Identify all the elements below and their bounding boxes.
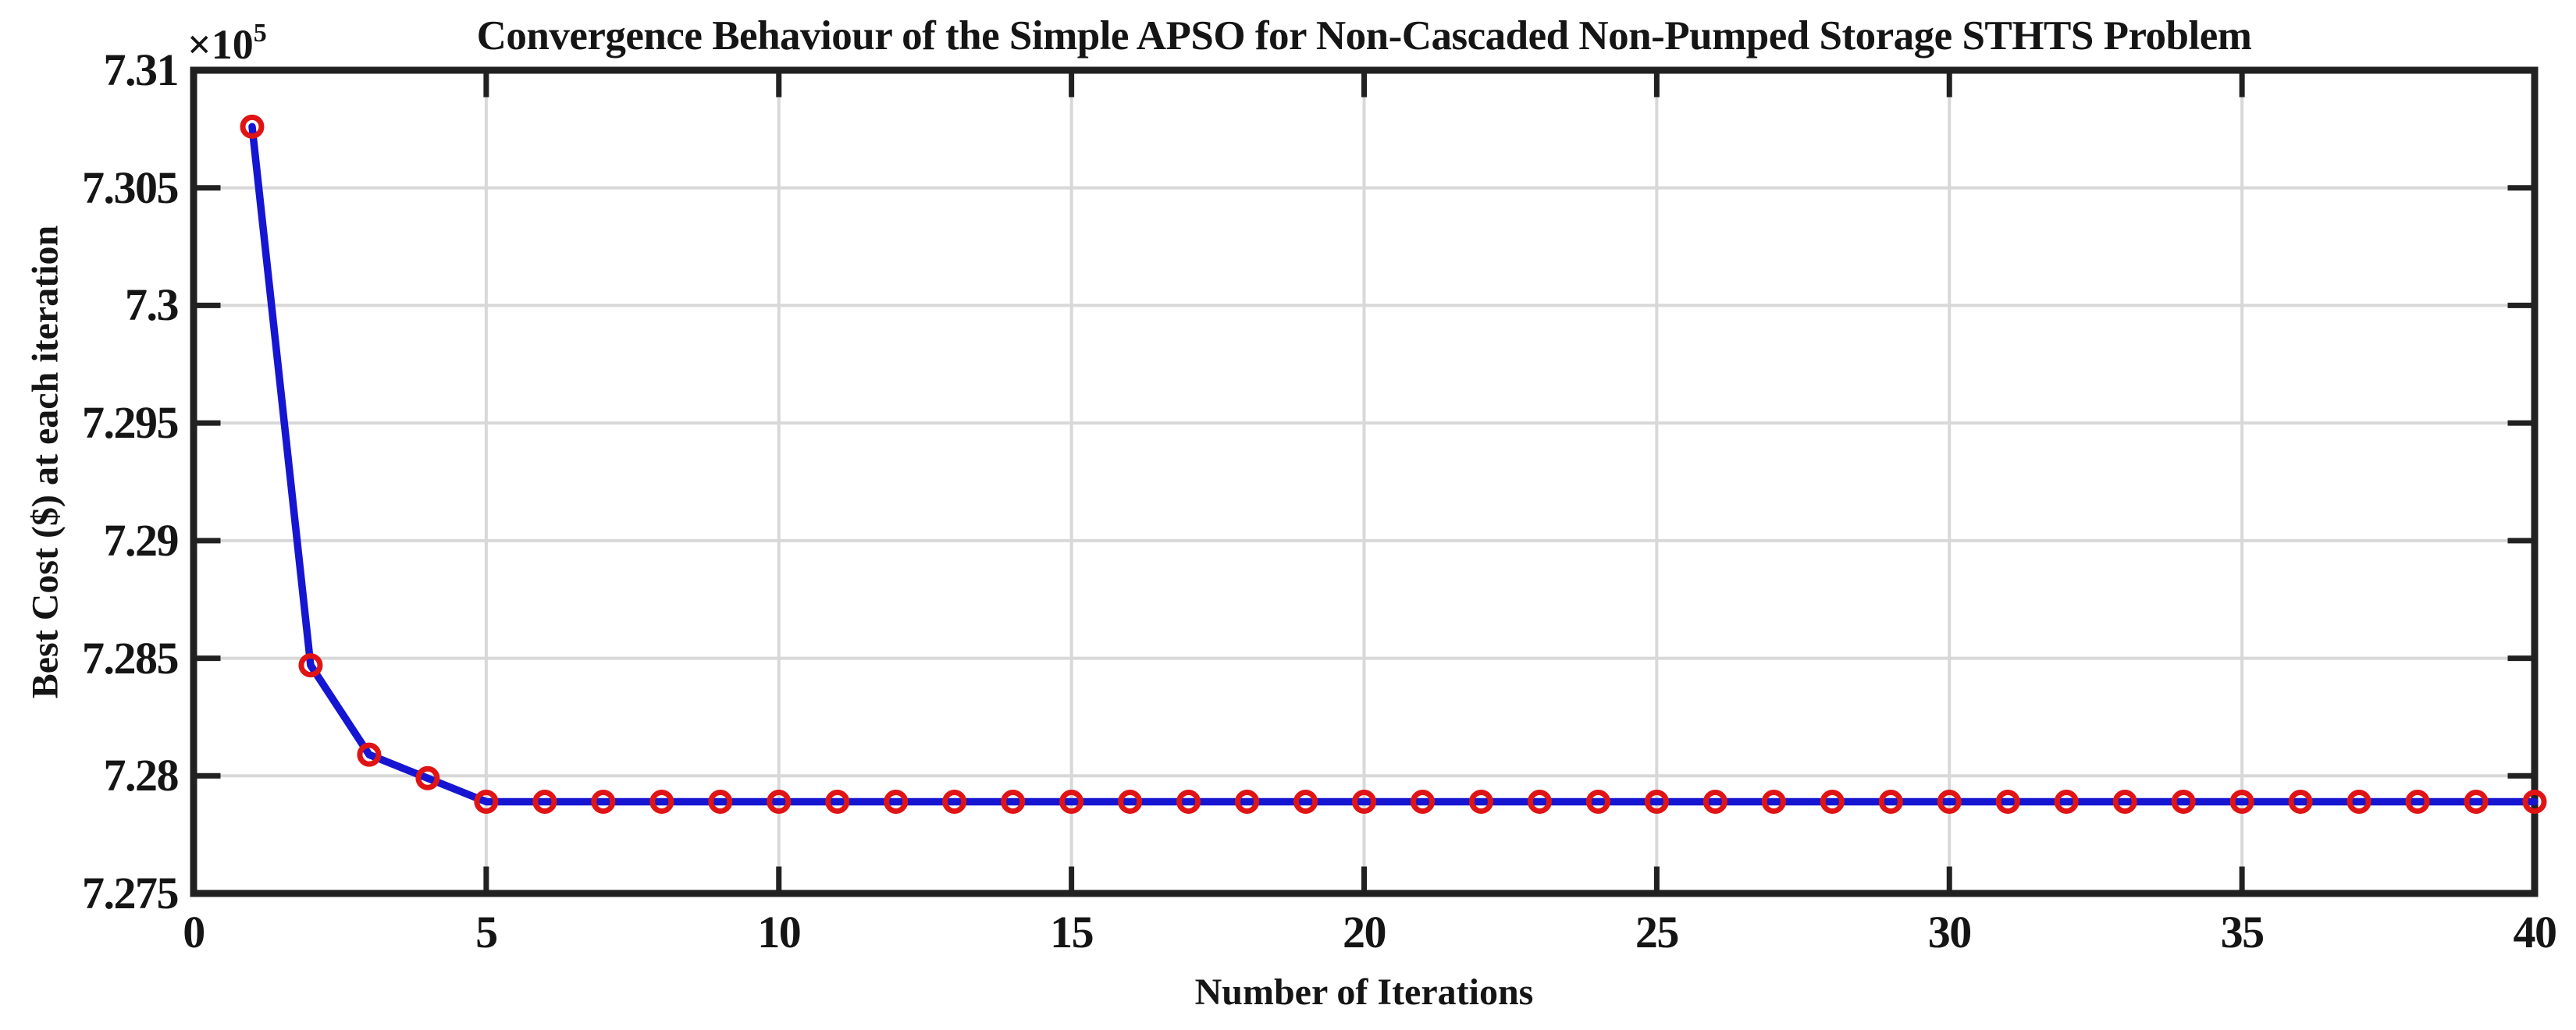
y-axis-offset-label: ×105 (187, 19, 267, 69)
data-point-marker (2171, 789, 2196, 814)
data-point-marker (708, 789, 733, 814)
data-point-marker (2054, 789, 2079, 814)
y-tick-label: 7.29 (103, 514, 180, 566)
data-point-marker (1118, 789, 1143, 814)
data-point-marker (1878, 789, 1903, 814)
x-tick-label: 35 (2220, 907, 2265, 957)
data-point-marker (532, 789, 557, 814)
data-point-marker (1176, 789, 1201, 814)
x-tick-label: 20 (1343, 907, 1387, 957)
data-point-marker (1293, 789, 1318, 814)
chart-title: Convergence Behaviour of the Simple APSO… (476, 13, 2252, 59)
x-tick-label: 25 (1635, 907, 1680, 957)
data-point-marker (2405, 789, 2430, 814)
data-point-marker (1644, 789, 1669, 814)
x-tick-label: 40 (2513, 907, 2558, 957)
data-point-marker (1585, 789, 1610, 814)
offset-base-text: ×10 (187, 21, 254, 68)
data-point-marker (415, 765, 440, 790)
offset-exponent-text: 5 (253, 19, 267, 48)
data-point-marker (1059, 789, 1084, 814)
x-axis-label: Number of Iterations (1194, 971, 1534, 1013)
data-point-marker (1001, 789, 1026, 814)
data-point-marker (357, 742, 382, 767)
data-point-marker (591, 789, 616, 814)
y-tick-label: 7.31 (103, 44, 180, 95)
data-point-marker (298, 653, 323, 678)
y-tick-label: 7.275 (82, 868, 180, 918)
data-point-marker (884, 789, 909, 814)
data-point-marker (1820, 789, 1845, 814)
data-point-marker (942, 789, 967, 814)
data-point-marker (825, 789, 850, 814)
axes-frame (190, 66, 2539, 897)
x-tick-label: 30 (1927, 907, 1973, 957)
data-point-marker (2464, 789, 2489, 814)
x-tick-label: 15 (1050, 907, 1094, 957)
data-point-marker (474, 789, 499, 814)
series-line (248, 123, 2539, 806)
x-tick-label: 10 (757, 907, 802, 957)
data-point-marker (240, 114, 265, 139)
data-point-marker (2288, 789, 2313, 814)
x-tick-label: 5 (475, 907, 498, 957)
data-point-marker (1995, 789, 2020, 814)
data-point-marker (1468, 789, 1493, 814)
x-tick-label: 0 (183, 907, 205, 957)
data-point-marker (1352, 789, 1376, 814)
data-point-marker (1235, 789, 1260, 814)
data-point-marker (1703, 789, 1727, 814)
y-tick-label: 7.305 (82, 162, 180, 213)
data-point-marker (1410, 789, 1435, 814)
data-point-marker (649, 789, 674, 814)
y-tick-label: 7.285 (82, 632, 180, 684)
data-point-marker (2112, 789, 2137, 814)
data-point-marker (2229, 789, 2254, 814)
data-point-marker (1527, 789, 1552, 814)
data-point-marker (1937, 789, 1962, 814)
y-tick-label: 7.295 (82, 397, 180, 449)
data-point-marker (767, 789, 792, 814)
y-tick-label: 7.28 (103, 750, 180, 801)
y-tick-label: 7.3 (125, 279, 180, 331)
data-point-marker (1761, 789, 1786, 814)
data-point-marker (2347, 789, 2371, 814)
data-point-marker (2522, 789, 2547, 814)
